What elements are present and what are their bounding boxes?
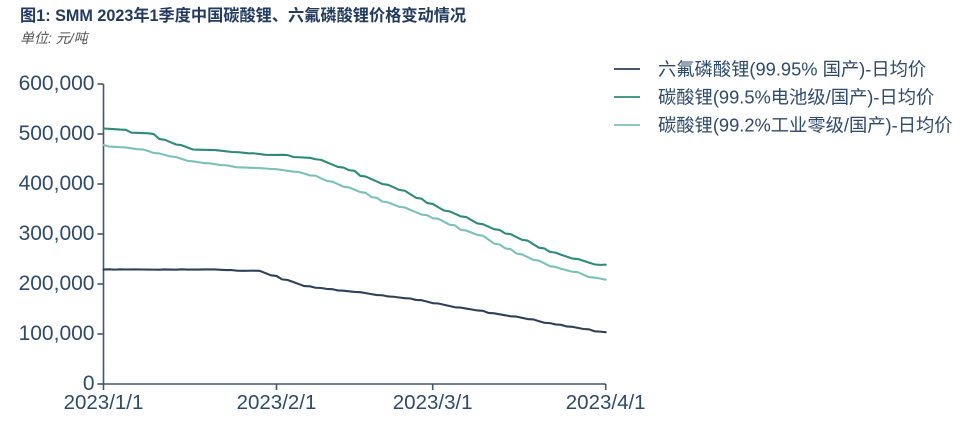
svg-text:300,000: 300,000	[19, 222, 95, 245]
svg-text:600,000: 600,000	[19, 72, 95, 95]
svg-text:2023/1/1: 2023/1/1	[64, 391, 144, 414]
svg-text:六氟磷酸锂(99.95% 国产)-日均价: 六氟磷酸锂(99.95% 国产)-日均价	[658, 59, 926, 80]
svg-text:2023/3/1: 2023/3/1	[393, 391, 473, 414]
svg-text:2023/2/1: 2023/2/1	[237, 391, 317, 414]
svg-text:500,000: 500,000	[19, 122, 95, 145]
svg-text:碳酸锂(99.2%工业零级/国产)-日均价: 碳酸锂(99.2%工业零级/国产)-日均价	[658, 115, 953, 136]
svg-text:碳酸锂(99.5%电池级/国产)-日均价: 碳酸锂(99.5%电池级/国产)-日均价	[658, 87, 934, 108]
svg-text:200,000: 200,000	[19, 272, 95, 295]
svg-text:100,000: 100,000	[19, 322, 95, 345]
svg-text:400,000: 400,000	[19, 172, 95, 195]
svg-text:2023/4/1: 2023/4/1	[566, 391, 646, 414]
